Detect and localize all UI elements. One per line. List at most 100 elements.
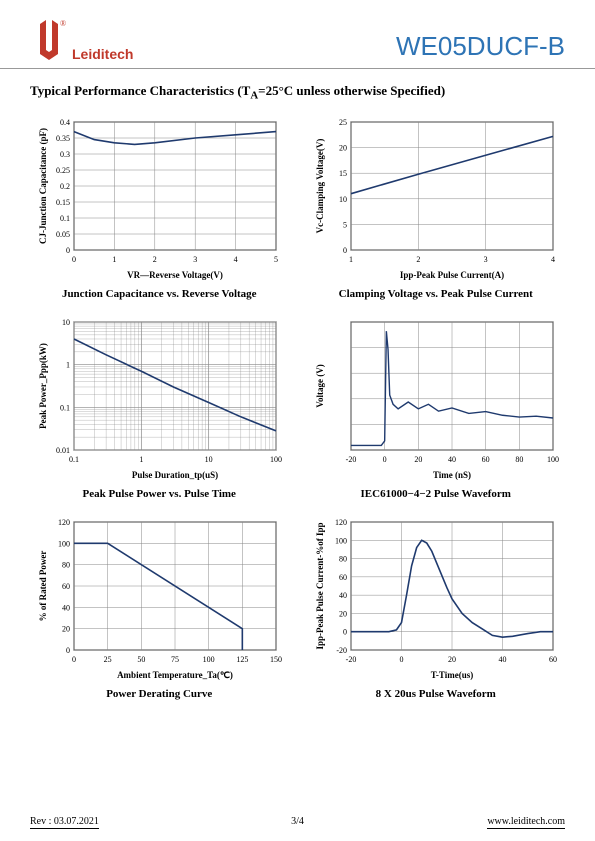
svg-text:100: 100	[270, 455, 282, 464]
svg-text:0.1: 0.1	[60, 403, 70, 412]
chart-iec-waveform: Voltage (V) Time (nS) -20 0 20 40 60 80 100 IEC6…	[307, 314, 566, 500]
svg-text:0: 0	[343, 246, 347, 255]
svg-text:4: 4	[551, 255, 555, 264]
svg-text:0: 0	[66, 646, 70, 655]
svg-text:0.15: 0.15	[56, 198, 70, 207]
svg-text:®: ®	[60, 19, 66, 28]
svg-text:0.25: 0.25	[56, 166, 70, 175]
svg-text:20: 20	[62, 624, 70, 633]
svg-text:0.2: 0.2	[60, 182, 70, 191]
chart-caption: IEC61000−4−2 Pulse Waveform	[361, 488, 511, 500]
svg-text:80: 80	[515, 455, 523, 464]
svg-text:% of Rated Power: % of Rated Power	[38, 550, 48, 621]
chart-clamping-voltage: Vc-Clamping Voltage(V) Ipp-Peak Pulse Cur…	[307, 114, 566, 300]
svg-text:2: 2	[416, 255, 420, 264]
svg-text:20: 20	[414, 455, 422, 464]
svg-text:1: 1	[140, 455, 144, 464]
svg-text:-20: -20	[345, 655, 356, 664]
chart-caption: Peak Pulse Power vs. Pulse Time	[83, 488, 236, 500]
svg-text:VR—Reverse Voltage(V): VR—Reverse Voltage(V)	[127, 270, 223, 280]
chart-8x20-waveform: Ipp-Peak Pulse Current-%of Ipp T-Time(us)…	[307, 514, 566, 700]
svg-text:50: 50	[138, 655, 146, 664]
svg-text:CJ-Junction Capacitance (pF): CJ-Junction Capacitance (pF)	[38, 128, 48, 244]
svg-text:0: 0	[66, 246, 70, 255]
page-footer: Rev : 03.07.2021 3/4 www.leiditech.com	[0, 816, 595, 829]
svg-text:0: 0	[72, 255, 76, 264]
svg-text:0: 0	[382, 455, 386, 464]
svg-text:0: 0	[399, 655, 403, 664]
svg-text:Ambient Temperature_Ta(℃): Ambient Temperature_Ta(℃)	[117, 670, 233, 680]
chart-caption: Junction Capacitance vs. Reverse Voltage	[62, 288, 257, 300]
chart-caption: 8 X 20us Pulse Waveform	[376, 688, 496, 700]
logo-text: Leiditech	[72, 46, 133, 62]
svg-text:0.05: 0.05	[56, 230, 70, 239]
svg-text:Voltage (V): Voltage (V)	[315, 364, 325, 407]
svg-text:0.1: 0.1	[60, 214, 70, 223]
svg-text:1: 1	[113, 255, 117, 264]
logo: ® Leiditech	[30, 18, 133, 62]
footer-url: www.leiditech.com	[487, 816, 565, 829]
svg-text:15: 15	[339, 169, 347, 178]
svg-text:Pulse Duration_tp(uS): Pulse Duration_tp(uS)	[132, 470, 218, 480]
section-title: Typical Performance Characteristics (TA=…	[0, 69, 595, 110]
svg-text:T-Time(us): T-Time(us)	[430, 670, 473, 680]
svg-text:125: 125	[237, 655, 249, 664]
svg-text:100: 100	[547, 455, 559, 464]
svg-text:0.01: 0.01	[56, 446, 70, 455]
svg-text:60: 60	[549, 655, 557, 664]
chart-peak-pulse-power: Peak Power_Ppp(kW) Pulse Duration_tp(uS) 0…	[30, 314, 289, 500]
svg-text:10: 10	[339, 194, 347, 203]
part-number: WE05DUCF-B	[396, 31, 565, 62]
svg-text:60: 60	[62, 582, 70, 591]
svg-text:1: 1	[66, 360, 70, 369]
svg-text:40: 40	[339, 591, 347, 600]
charts-grid: CJ-Junction Capacitance (pF) VR—Reverse V…	[0, 110, 595, 700]
svg-text:40: 40	[498, 655, 506, 664]
svg-text:120: 120	[335, 518, 347, 527]
svg-text:5: 5	[343, 220, 347, 229]
svg-text:80: 80	[62, 560, 70, 569]
chart-caption: Power Derating Curve	[106, 688, 212, 700]
svg-text:3: 3	[193, 255, 197, 264]
svg-text:20: 20	[339, 143, 347, 152]
svg-text:Ipp-Peak Pulse Current(A): Ipp-Peak Pulse Current(A)	[400, 270, 504, 280]
chart-power-derating: % of Rated Power Ambient Temperature_Ta(℃…	[30, 514, 289, 700]
svg-text:25: 25	[339, 118, 347, 127]
svg-text:-20: -20	[345, 455, 356, 464]
svg-text:40: 40	[62, 603, 70, 612]
svg-text:20: 20	[448, 655, 456, 664]
svg-text:1: 1	[349, 255, 353, 264]
svg-text:Ipp-Peak Pulse Current-%of Ipp: Ipp-Peak Pulse Current-%of Ipp	[315, 522, 325, 649]
svg-text:0: 0	[72, 655, 76, 664]
svg-text:-20: -20	[336, 646, 347, 655]
svg-text:0.4: 0.4	[60, 118, 70, 127]
chart-junction-capacitance: CJ-Junction Capacitance (pF) VR—Reverse V…	[30, 114, 289, 300]
svg-text:3: 3	[483, 255, 487, 264]
svg-text:150: 150	[270, 655, 282, 664]
page-header: ® Leiditech WE05DUCF-B	[0, 0, 595, 69]
svg-text:10: 10	[62, 318, 70, 327]
svg-text:0: 0	[343, 627, 347, 636]
svg-text:60: 60	[481, 455, 489, 464]
svg-text:60: 60	[339, 572, 347, 581]
svg-text:Time (nS): Time (nS)	[433, 470, 471, 480]
svg-text:5: 5	[274, 255, 278, 264]
svg-text:Vc-Clamping Voltage(V): Vc-Clamping Voltage(V)	[315, 138, 325, 233]
logo-mark-icon: ®	[30, 18, 68, 62]
svg-text:40: 40	[448, 455, 456, 464]
svg-text:2: 2	[153, 255, 157, 264]
svg-text:0.35: 0.35	[56, 134, 70, 143]
svg-text:120: 120	[58, 518, 70, 527]
svg-text:Peak Power_Ppp(kW): Peak Power_Ppp(kW)	[38, 343, 48, 429]
svg-text:4: 4	[234, 255, 238, 264]
svg-text:100: 100	[335, 536, 347, 545]
svg-text:0.1: 0.1	[69, 455, 79, 464]
svg-text:100: 100	[58, 539, 70, 548]
svg-text:25: 25	[104, 655, 112, 664]
svg-text:75: 75	[171, 655, 179, 664]
svg-text:100: 100	[203, 655, 215, 664]
svg-text:10: 10	[205, 455, 213, 464]
chart-caption: Clamping Voltage vs. Peak Pulse Current	[339, 288, 533, 300]
svg-text:80: 80	[339, 554, 347, 563]
svg-text:20: 20	[339, 609, 347, 618]
